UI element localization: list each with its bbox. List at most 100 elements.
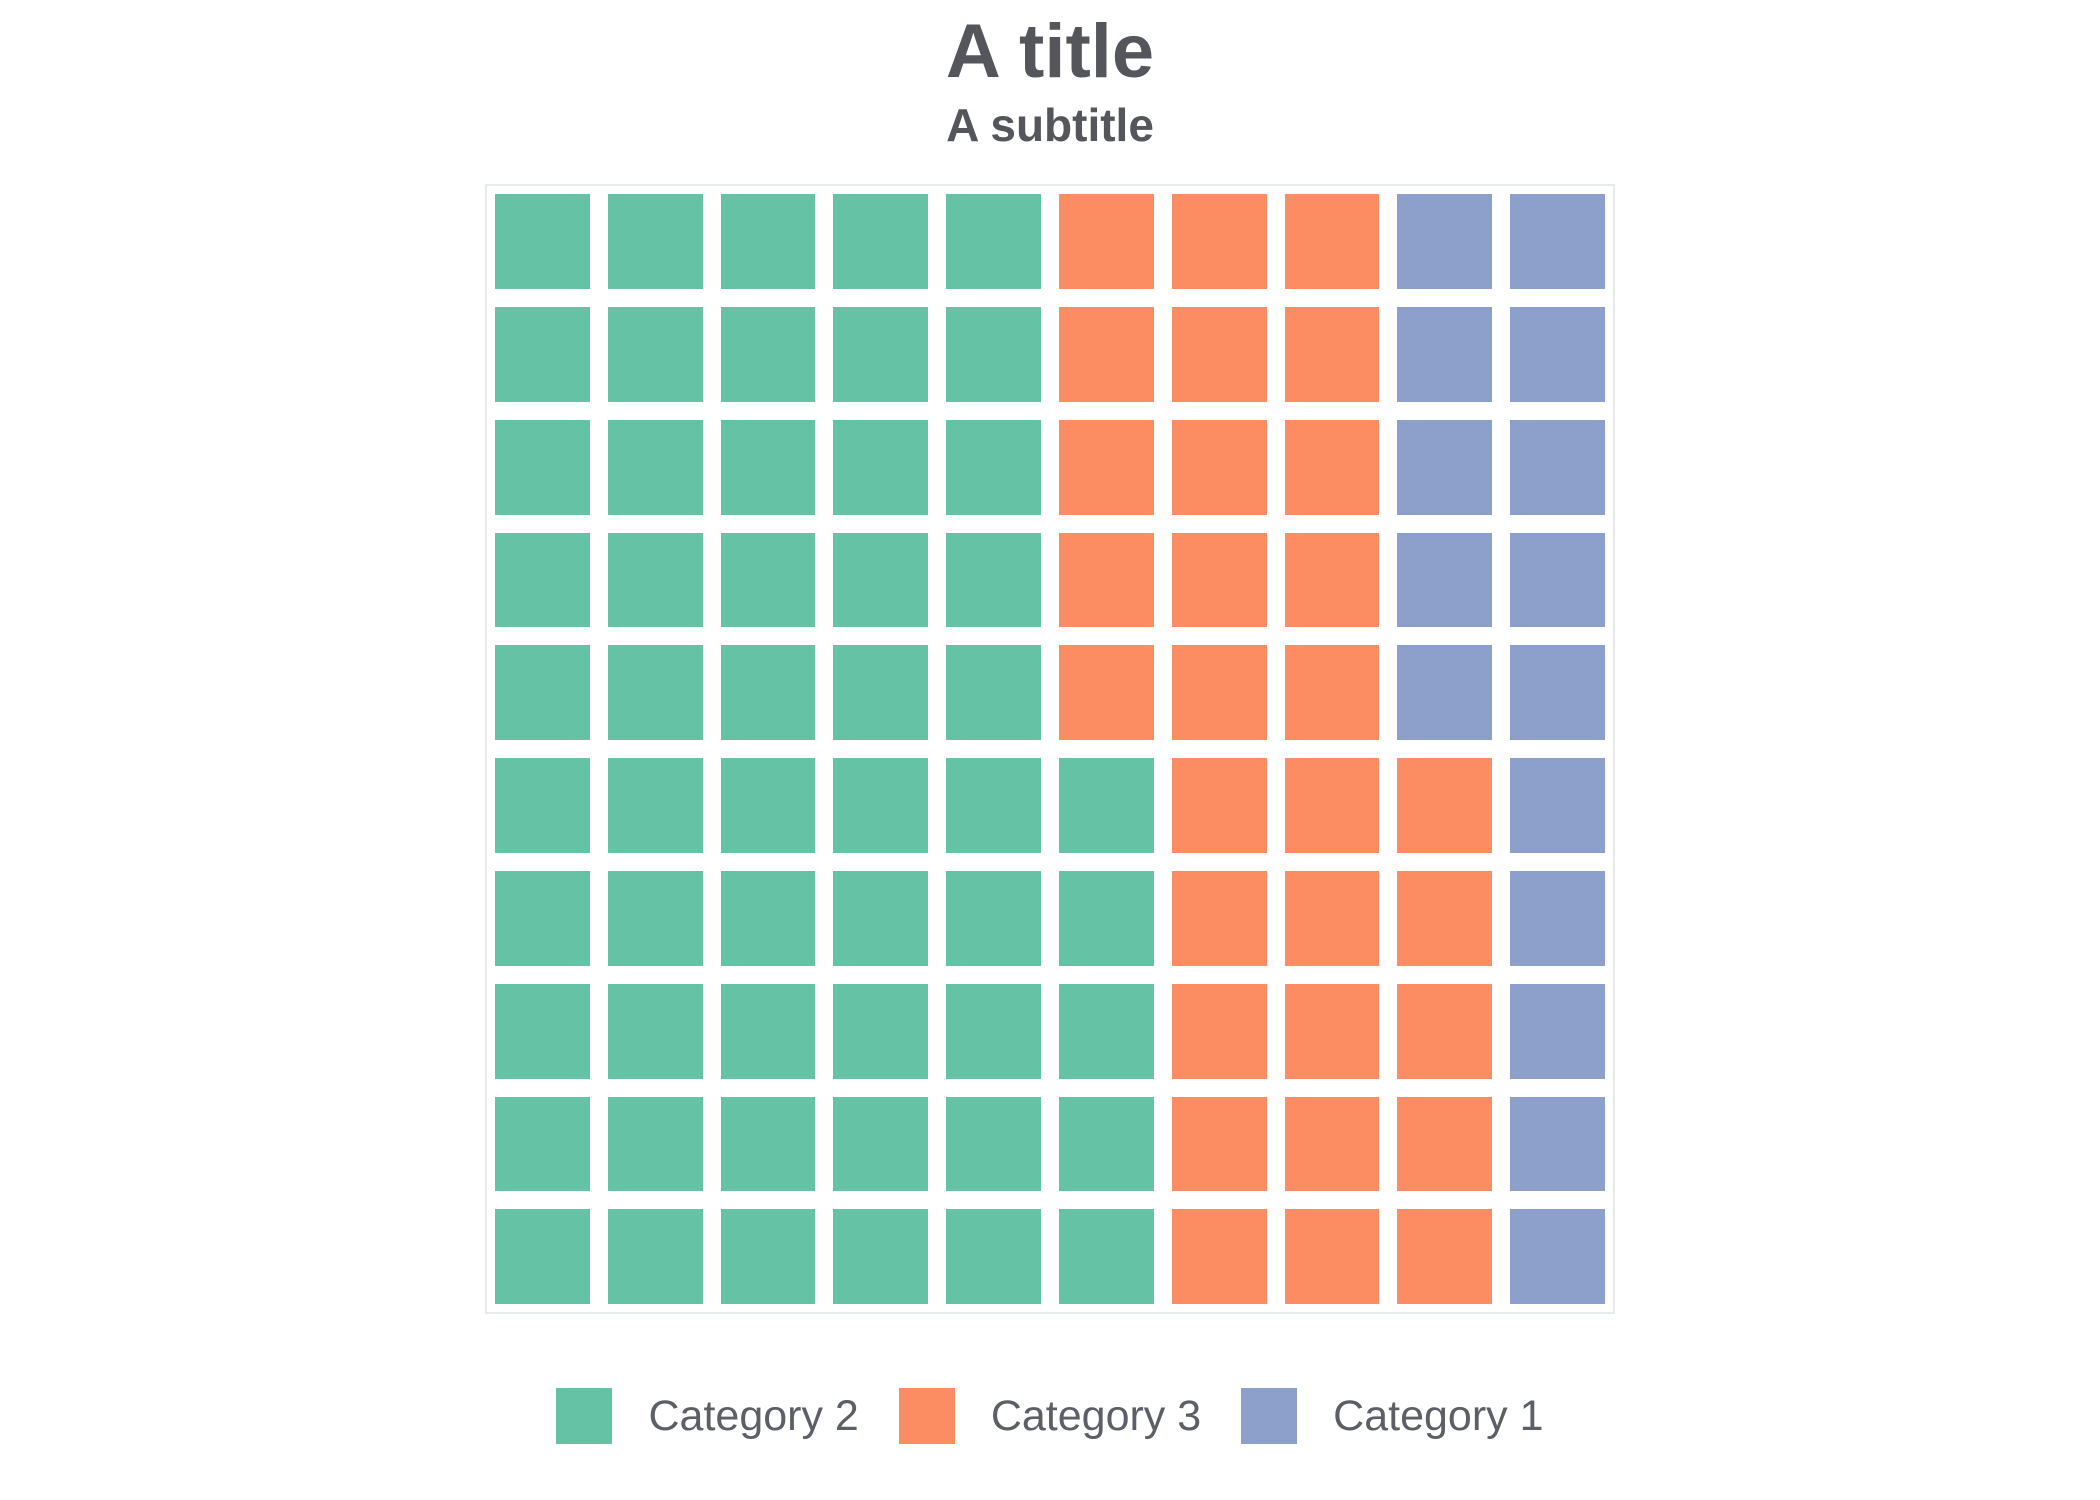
- waffle-cell: [1397, 1096, 1493, 1192]
- waffle-cell: [607, 983, 703, 1079]
- waffle-cell: [607, 645, 703, 741]
- waffle-cell: [833, 532, 929, 628]
- waffle-cell: [607, 1096, 703, 1192]
- waffle-cell: [1059, 1209, 1154, 1305]
- waffle-cell: [1059, 758, 1154, 853]
- waffle-cell: [720, 419, 816, 515]
- waffle-cell: [1171, 306, 1267, 402]
- waffle-cell: [1397, 758, 1493, 853]
- waffle-cell: [1059, 532, 1154, 628]
- chart-title: A title: [945, 9, 1155, 94]
- waffle-cell: [1284, 645, 1380, 741]
- waffle-cell: [495, 194, 590, 289]
- waffle-cell: [1397, 419, 1493, 515]
- waffle-cell: [1284, 983, 1380, 1079]
- waffle-cell: [1284, 306, 1380, 402]
- waffle-cell: [946, 645, 1041, 741]
- waffle-cell: [1397, 1209, 1493, 1305]
- waffle-cell: [833, 306, 929, 402]
- waffle-cell: [607, 419, 703, 515]
- waffle-cell: [1171, 1096, 1267, 1192]
- legend-swatch-icon: [898, 1388, 955, 1445]
- waffle-cell: [720, 194, 816, 289]
- waffle-cell: [1284, 419, 1380, 515]
- waffle-cell: [495, 306, 590, 402]
- waffle-cell: [1510, 645, 1605, 741]
- waffle-cell: [1284, 870, 1380, 966]
- legend-label: Category 1: [1333, 1391, 1544, 1440]
- waffle-cell: [1397, 870, 1493, 966]
- waffle-cell: [1059, 419, 1154, 515]
- waffle-cell: [720, 532, 816, 628]
- waffle-cell: [946, 194, 1041, 289]
- chart-subtitle: A subtitle: [946, 98, 1154, 151]
- waffle-cell: [833, 758, 929, 853]
- waffle-cell: [495, 758, 590, 853]
- waffle-cell: [946, 532, 1041, 628]
- waffle-cell: [1397, 983, 1493, 1079]
- waffle-cell: [1284, 532, 1380, 628]
- waffle-cell: [833, 645, 929, 741]
- waffle-cell: [1059, 306, 1154, 402]
- waffle-cell: [720, 983, 816, 1079]
- waffle-cell: [1171, 983, 1267, 1079]
- waffle-cell: [833, 419, 929, 515]
- waffle-cell: [946, 758, 1041, 853]
- waffle-cell: [495, 1096, 590, 1192]
- waffle-cell: [1284, 758, 1380, 853]
- waffle-cell: [833, 870, 929, 966]
- waffle-cell: [1510, 758, 1605, 853]
- waffle-cell: [607, 1209, 703, 1305]
- waffle-cell: [946, 983, 1041, 1079]
- waffle-cell: [1284, 194, 1380, 289]
- waffle-cell: [833, 194, 929, 289]
- waffle-cell: [607, 532, 703, 628]
- legend-item-category-3[interactable]: Category 3: [898, 1388, 1202, 1445]
- waffle-cell: [495, 645, 590, 741]
- waffle-cell: [1397, 306, 1493, 402]
- waffle-cell: [946, 1096, 1041, 1192]
- waffle-cell: [1510, 306, 1605, 402]
- legend: Category 2 Category 3 Category 1: [556, 1388, 1544, 1445]
- waffle-cell: [720, 1209, 816, 1305]
- waffle-cell: [946, 306, 1041, 402]
- waffle-cell: [607, 306, 703, 402]
- waffle-cell: [720, 1096, 816, 1192]
- plot-area: [485, 184, 1615, 1315]
- legend-label: Category 3: [990, 1391, 1202, 1440]
- waffle-cell: [1397, 194, 1493, 289]
- waffle-cell: [1397, 645, 1493, 741]
- waffle-cell: [946, 870, 1041, 966]
- waffle-cell: [1397, 532, 1493, 628]
- waffle-cell: [1171, 870, 1267, 966]
- waffle-cell: [1510, 419, 1605, 515]
- waffle-cell: [833, 1209, 929, 1305]
- waffle-cell: [1059, 870, 1154, 966]
- waffle-cell: [946, 419, 1041, 515]
- waffle-cell: [1059, 645, 1154, 741]
- waffle-cell: [495, 419, 590, 515]
- waffle-cell: [1171, 532, 1267, 628]
- waffle-cell: [1171, 758, 1267, 853]
- waffle-cell: [1171, 1209, 1267, 1305]
- waffle-cell: [607, 194, 703, 289]
- waffle-cell: [1510, 870, 1605, 966]
- legend-item-category-1[interactable]: Category 1: [1241, 1388, 1544, 1445]
- waffle-cell: [495, 1209, 590, 1305]
- waffle-cell: [720, 758, 816, 853]
- waffle-cell: [1510, 194, 1605, 289]
- waffle-cell: [1171, 194, 1267, 289]
- waffle-cell: [720, 306, 816, 402]
- waffle-cell: [607, 758, 703, 853]
- waffle-cell: [1284, 1209, 1380, 1305]
- waffle-cell: [1510, 532, 1605, 628]
- waffle-cell: [1059, 194, 1154, 289]
- waffle-cell: [1171, 419, 1267, 515]
- waffle-cell: [833, 983, 929, 1079]
- waffle-cell: [1059, 983, 1154, 1079]
- waffle-cell: [1171, 645, 1267, 741]
- legend-swatch-icon: [556, 1388, 613, 1445]
- legend-item-category-2[interactable]: Category 2: [556, 1388, 859, 1445]
- waffle-cell: [1510, 1209, 1605, 1305]
